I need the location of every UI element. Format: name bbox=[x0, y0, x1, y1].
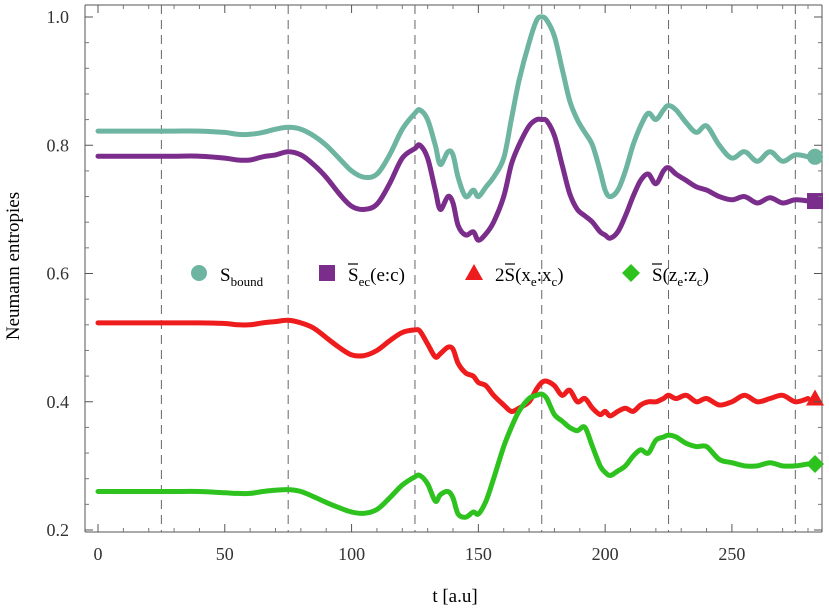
legend-marker-0 bbox=[191, 265, 207, 281]
legend-label-part: (x bbox=[515, 265, 531, 286]
legend-label-2: 2S(xe:xc) bbox=[495, 265, 564, 289]
legend-marker-2 bbox=[465, 264, 483, 280]
y-tick-label: 0.4 bbox=[47, 392, 70, 412]
series-line-3 bbox=[95, 391, 811, 520]
legend-label-part: :z bbox=[683, 265, 697, 286]
y-tick-label: 1.0 bbox=[47, 7, 70, 27]
legend-label-main: S bbox=[348, 265, 359, 286]
series-line-2 bbox=[95, 317, 811, 419]
y-tick-label: 0.6 bbox=[47, 264, 70, 284]
series-lines bbox=[95, 14, 811, 520]
legend-label-part: c bbox=[697, 274, 703, 289]
legend-label-part: ) bbox=[557, 265, 563, 286]
x-tick-label: 0 bbox=[94, 544, 103, 564]
series-line-1 bbox=[95, 116, 811, 243]
series-end-marker-3 bbox=[806, 454, 824, 473]
legend-label-part: e bbox=[677, 274, 683, 289]
legend-label-main: S bbox=[652, 265, 663, 286]
axis-ticks: 0 50 100 150 200 250 0.2 0.4 0.6 0.8 1.0 bbox=[47, 5, 822, 564]
legend-label-0: Sbound bbox=[220, 265, 264, 289]
x-tick-label: 50 bbox=[216, 544, 234, 564]
y-tick-label: 0.2 bbox=[47, 520, 70, 540]
legend-label-part: ) bbox=[703, 265, 709, 286]
x-tick-label: 100 bbox=[338, 544, 365, 564]
legend-label-main: 2S bbox=[495, 265, 515, 286]
x-tick-label: 150 bbox=[465, 544, 492, 564]
reference-lines bbox=[160, 5, 796, 532]
legend-label-main: S bbox=[220, 265, 231, 286]
legend-label-part: e bbox=[531, 274, 537, 289]
legend-label-part: c bbox=[551, 274, 557, 289]
series-end-marker-0 bbox=[807, 148, 823, 165]
legend-label-sub: bound bbox=[231, 274, 264, 289]
legend-label-tail: (e:c) bbox=[370, 265, 405, 286]
legend-label-sub: ec bbox=[359, 274, 371, 289]
legend-label-part: (z bbox=[663, 265, 678, 286]
series-line-0 bbox=[95, 14, 811, 200]
y-tick-label: 0.8 bbox=[47, 135, 70, 155]
legend-label-3: S(ze:zc) bbox=[652, 265, 709, 289]
y-axis-title: Neumann entropies bbox=[3, 192, 24, 340]
series-end-marker-1 bbox=[807, 193, 823, 210]
legend-marker-3 bbox=[622, 264, 640, 282]
legend: Sbound Sec(e:c) 2S(xe:xc) S(ze:zc) bbox=[191, 263, 709, 289]
legend-marker-1 bbox=[319, 265, 335, 281]
legend-label-part: :x bbox=[537, 265, 552, 286]
legend-label-1: Sec(e:c) bbox=[348, 265, 405, 289]
x-axis-title: t [a.u] bbox=[432, 586, 477, 607]
x-tick-label: 250 bbox=[718, 544, 745, 564]
end-markers bbox=[806, 148, 824, 473]
x-tick-label: 200 bbox=[592, 544, 619, 564]
